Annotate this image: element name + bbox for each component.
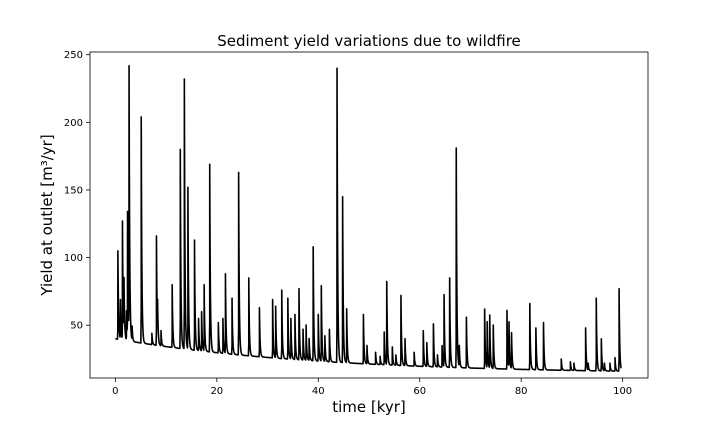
x-axis: 0 20 40 60 80 100 xyxy=(112,378,632,397)
x-tick-label: 80 xyxy=(515,386,528,397)
y-tick-label: 100 xyxy=(64,253,83,264)
y-axis-label: Yield at outlet [m³/yr] xyxy=(38,134,56,296)
y-tick-label: 250 xyxy=(64,50,83,61)
y-tick-label: 150 xyxy=(64,185,83,196)
plot-area xyxy=(89,51,649,379)
y-tick-label: 50 xyxy=(70,321,83,332)
x-tick-label: 20 xyxy=(210,386,223,397)
y-tick-label: 200 xyxy=(64,118,83,129)
x-tick-label: 40 xyxy=(312,386,325,397)
plot-frame xyxy=(89,51,649,379)
x-tick-label: 100 xyxy=(613,386,632,397)
y-axis: 50 100 150 200 250 xyxy=(64,50,90,332)
chart-title: Sediment yield variations due to wildfir… xyxy=(217,32,521,50)
x-axis-label: time [kyr] xyxy=(332,398,406,416)
x-tick-label: 0 xyxy=(112,386,118,397)
series-line xyxy=(114,64,622,372)
x-tick-label: 60 xyxy=(413,386,426,397)
